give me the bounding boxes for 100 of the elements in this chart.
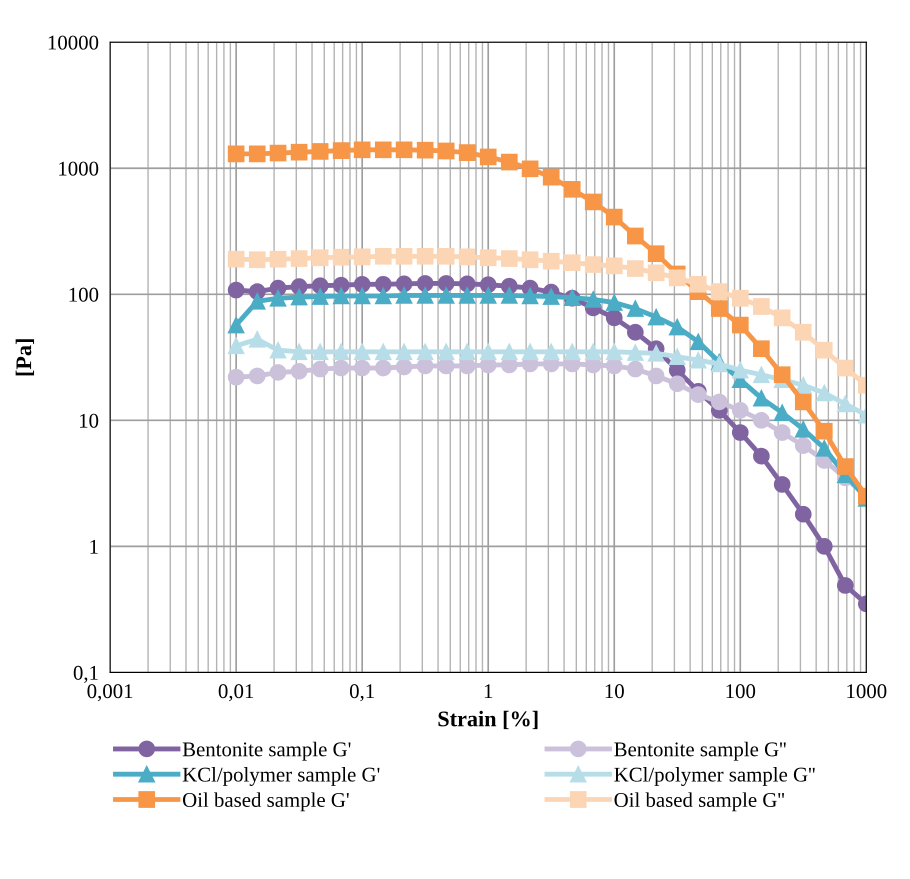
y-axis-title: [Pa]	[16, 339, 34, 376]
point	[564, 254, 581, 272]
point	[648, 308, 664, 326]
point	[416, 343, 434, 360]
point	[332, 248, 350, 266]
point	[564, 343, 581, 360]
point	[228, 282, 244, 298]
point	[753, 448, 770, 464]
point	[248, 368, 266, 384]
point	[416, 287, 434, 304]
point	[816, 384, 833, 402]
point	[690, 352, 707, 369]
y-tick-label: 1	[90, 540, 98, 554]
point	[606, 310, 623, 326]
point	[794, 324, 812, 341]
point	[542, 168, 560, 186]
point	[332, 360, 350, 376]
y-tick-label: 10	[80, 414, 98, 428]
point	[627, 324, 644, 341]
point	[753, 366, 770, 384]
point	[270, 144, 286, 162]
point	[290, 144, 308, 161]
legend-label: Oil based sample G''	[614, 792, 784, 812]
x-tick-label: 0,1	[350, 684, 374, 702]
x-tick-label: 0,001	[87, 684, 132, 702]
point	[816, 538, 833, 555]
point	[374, 288, 392, 304]
point	[248, 251, 266, 268]
legend-label: KCl/polymer sample G''	[614, 767, 815, 786]
point	[606, 258, 623, 274]
point	[374, 141, 392, 158]
point	[584, 291, 602, 308]
point	[648, 264, 664, 282]
point	[500, 287, 518, 304]
point	[354, 276, 371, 293]
point	[290, 250, 308, 267]
point	[732, 402, 749, 419]
point	[648, 345, 664, 362]
point	[774, 310, 791, 326]
point	[500, 343, 518, 360]
point	[396, 248, 412, 265]
point	[522, 251, 538, 268]
point	[290, 343, 308, 360]
point	[710, 283, 728, 300]
point	[248, 146, 266, 162]
point	[438, 248, 455, 265]
point	[480, 287, 497, 304]
y-tick-label: 100	[70, 288, 98, 302]
point	[438, 142, 455, 160]
point	[753, 340, 770, 358]
point	[648, 368, 664, 384]
point	[354, 288, 371, 304]
point	[836, 360, 854, 376]
y-tick-label: 1000	[59, 162, 98, 176]
point	[374, 248, 392, 265]
point	[332, 276, 350, 294]
point	[458, 343, 476, 360]
point	[774, 476, 791, 493]
point	[627, 360, 644, 378]
point	[500, 154, 518, 170]
point	[564, 181, 581, 198]
point	[312, 360, 328, 378]
point	[480, 148, 497, 166]
point	[794, 506, 812, 523]
point	[438, 287, 455, 304]
point	[354, 248, 371, 266]
point	[522, 343, 538, 360]
point	[248, 330, 266, 348]
point	[354, 141, 371, 158]
x-tick-label: 10	[606, 684, 624, 698]
point	[753, 390, 770, 406]
point	[542, 343, 560, 360]
point	[228, 338, 244, 354]
point	[668, 318, 686, 336]
point	[312, 288, 328, 305]
point	[458, 144, 476, 161]
point	[228, 146, 244, 162]
point	[332, 343, 350, 360]
point	[836, 458, 854, 475]
point	[248, 292, 266, 310]
point	[774, 424, 791, 441]
point	[753, 412, 770, 429]
legend-label: Oil based sample G'	[183, 792, 349, 812]
point	[732, 362, 749, 379]
point	[836, 396, 854, 412]
point	[228, 368, 244, 386]
point	[312, 249, 328, 266]
y-tick-label: 0,1	[74, 666, 98, 683]
point	[627, 260, 644, 277]
point	[816, 422, 833, 440]
point	[374, 360, 392, 376]
point	[354, 360, 371, 376]
point	[710, 356, 728, 372]
point	[816, 440, 833, 457]
point	[438, 343, 455, 360]
point	[228, 316, 244, 334]
point	[774, 404, 791, 422]
point	[312, 343, 328, 360]
point	[374, 343, 392, 360]
x-tick-label: 0,01	[218, 684, 254, 702]
